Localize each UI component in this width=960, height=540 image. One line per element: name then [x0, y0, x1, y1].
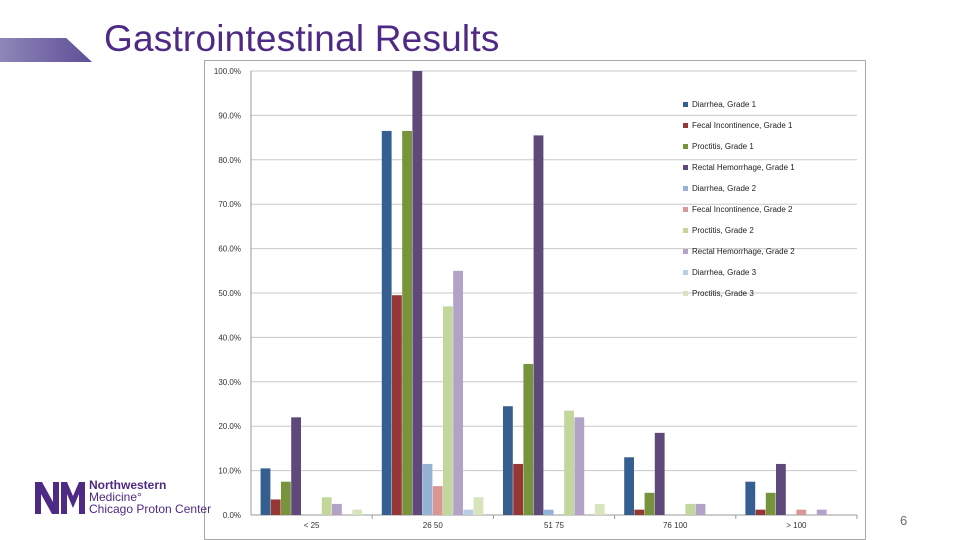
bar — [574, 417, 585, 515]
page-number: 6 — [900, 513, 908, 528]
bar — [503, 406, 513, 515]
legend-swatch — [683, 228, 688, 233]
x-tick-label: 26 50 — [423, 521, 444, 530]
bar — [321, 497, 332, 515]
legend-swatch — [683, 186, 688, 191]
bar — [523, 364, 534, 515]
y-tick-label: 50.0% — [218, 289, 241, 298]
legend-label: Proctitis, Grade 3 — [692, 289, 754, 298]
bar — [745, 481, 756, 515]
legend-swatch — [683, 165, 688, 170]
bar — [412, 71, 423, 515]
legend-label: Rectal Hemorrhage, Grade 2 — [692, 247, 795, 256]
bar — [543, 509, 554, 515]
bar — [765, 492, 776, 515]
y-tick-label: 90.0% — [218, 111, 241, 120]
bar — [281, 481, 291, 515]
nm-logo-mark-icon — [35, 482, 85, 514]
bar — [422, 463, 433, 515]
chart-frame: 0.0% 10.0% 20.0% 30.0% 40.0% 50.0% 60.0% 70.0% 8… — [204, 60, 866, 540]
northwestern-medicine-logo: Northwestern Medicine° Chicago Proton Ce… — [35, 478, 211, 518]
legend-swatch — [683, 207, 688, 212]
x-tick-label: 51 75 — [544, 521, 565, 530]
legend-swatch — [683, 249, 688, 254]
bar — [291, 417, 301, 515]
bar — [644, 492, 655, 515]
bar — [392, 295, 402, 515]
bar — [463, 509, 474, 515]
legend-label: Diarrhea, Grade 3 — [692, 268, 757, 277]
bar — [796, 509, 807, 515]
bar — [695, 503, 706, 515]
bar — [453, 270, 463, 515]
bar — [443, 306, 453, 515]
bar — [352, 509, 363, 515]
bar — [594, 503, 605, 515]
bar — [685, 503, 696, 515]
bar — [564, 410, 574, 515]
legend-swatch — [683, 144, 688, 149]
slide-title: Gastrointestinal Results — [104, 18, 500, 59]
legend-swatch — [683, 123, 688, 128]
legend-swatch — [683, 270, 688, 275]
y-tick-label: 70.0% — [218, 200, 241, 209]
bar — [624, 457, 634, 515]
legend-swatch — [683, 102, 688, 107]
logo-line-3: Chicago Proton Center — [89, 502, 212, 516]
legend-label: Diarrhea, Grade 1 — [692, 100, 757, 109]
legend-label: Proctitis, Grade 1 — [692, 142, 754, 151]
bar — [473, 497, 484, 515]
y-tick-label: 10.0% — [218, 467, 241, 476]
y-tick-label: 100.0% — [214, 67, 241, 76]
legend-label: Fecal Incontinence, Grade 1 — [692, 121, 793, 130]
legend-label: Fecal Incontinence, Grade 2 — [692, 205, 793, 214]
legend-label: Diarrhea, Grade 2 — [692, 184, 757, 193]
bar — [755, 509, 766, 515]
x-tick-label: 76 100 — [663, 521, 688, 530]
bar — [270, 499, 281, 515]
title-accent-bar — [0, 38, 92, 62]
bar — [402, 130, 412, 515]
y-tick-label: 80.0% — [218, 156, 241, 165]
bar — [533, 135, 544, 515]
y-tick-label: 40.0% — [218, 333, 241, 342]
bar — [513, 463, 523, 515]
bar — [634, 509, 645, 515]
bar — [260, 468, 271, 515]
legend-swatch — [683, 291, 688, 296]
bar — [432, 486, 443, 515]
y-tick-label: 20.0% — [218, 422, 241, 431]
y-tick-label: 0.0% — [223, 511, 241, 520]
x-tick-label: < 25 — [304, 521, 320, 530]
bar — [381, 130, 392, 515]
x-tick-label: > 100 — [786, 521, 807, 530]
logo-line-1: Northwestern — [89, 478, 167, 492]
bar — [816, 509, 827, 515]
bar — [776, 463, 786, 515]
legend-label: Rectal Hemorrhage, Grade 1 — [692, 163, 795, 172]
bar — [332, 503, 342, 515]
bar — [654, 432, 665, 515]
legend-label: Proctitis, Grade 2 — [692, 226, 754, 235]
bar-chart: 0.0% 10.0% 20.0% 30.0% 40.0% 50.0% 60.0% 70.0% 8… — [214, 67, 858, 530]
y-tick-label: 60.0% — [218, 245, 241, 254]
logo-line-2: Medicine° — [89, 490, 142, 504]
y-tick-label: 30.0% — [218, 378, 241, 387]
